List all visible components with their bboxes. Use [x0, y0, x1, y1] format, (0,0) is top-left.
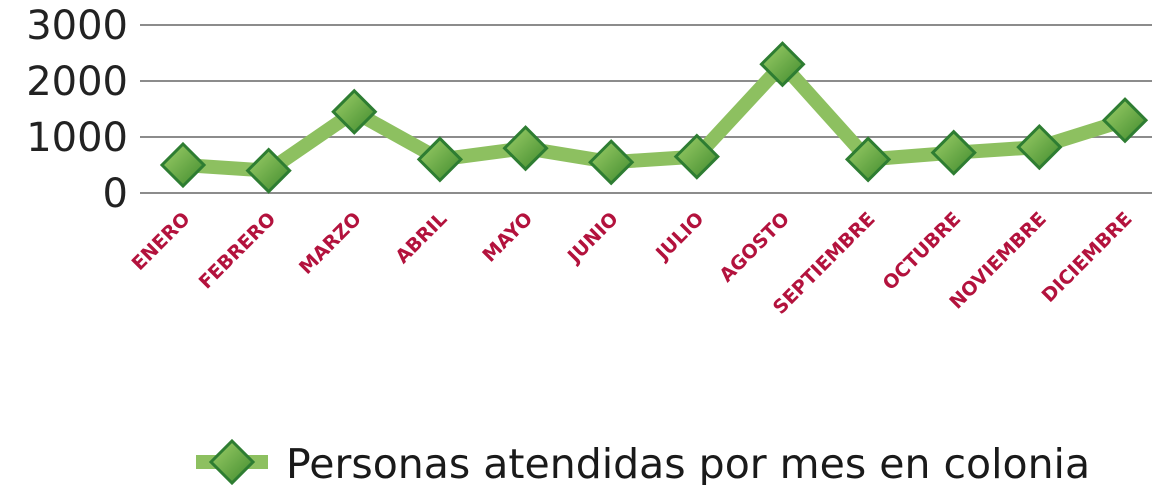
legend-label: Personas atendidas por mes en colonia — [286, 440, 1090, 485]
y-tick-label: 1000 — [26, 115, 128, 161]
y-axis-tick-labels: 0 1000 2000 3000 — [26, 3, 128, 217]
x-tick-label: AGOSTO — [715, 208, 794, 287]
y-tick-label: 2000 — [26, 59, 128, 105]
data-point-marker — [1101, 97, 1149, 144]
data-point-marker — [159, 141, 207, 189]
x-tick-label: FEBRERO — [195, 208, 280, 293]
data-point-marker — [245, 147, 292, 194]
data-point-marker — [331, 88, 378, 135]
data-point-marker — [502, 125, 549, 172]
x-tick-label: OCTUBRE — [879, 208, 966, 295]
x-tick-label: JUNIO — [562, 208, 623, 269]
series-markers — [159, 41, 1149, 194]
data-point-marker — [759, 41, 806, 88]
data-point-marker — [930, 129, 977, 176]
gridlines — [140, 24, 1152, 194]
data-point-marker — [588, 139, 635, 186]
x-tick-label: MAYO — [478, 208, 537, 267]
y-tick-label: 3000 — [26, 3, 128, 49]
x-tick-label: ENERO — [128, 208, 195, 275]
x-tick-label: MARZO — [295, 208, 366, 279]
x-tick-label: DICIEMBRE — [1038, 208, 1137, 307]
x-tick-label: ABRIL — [391, 208, 451, 268]
data-point-marker — [1016, 123, 1063, 171]
data-point-marker — [844, 136, 892, 183]
legend-diamond-icon — [208, 438, 256, 485]
data-point-marker — [673, 133, 720, 180]
x-axis-tick-labels: ENERO FEBRERO MARZO ABRIL MAYO JUNIO JULIO AGOS… — [128, 208, 1137, 319]
data-point-marker — [416, 136, 464, 183]
legend: Personas atendidas por mes en colonia — [196, 438, 1090, 485]
x-tick-label: JULIO — [650, 208, 708, 266]
y-tick-label: 0 — [103, 171, 128, 217]
